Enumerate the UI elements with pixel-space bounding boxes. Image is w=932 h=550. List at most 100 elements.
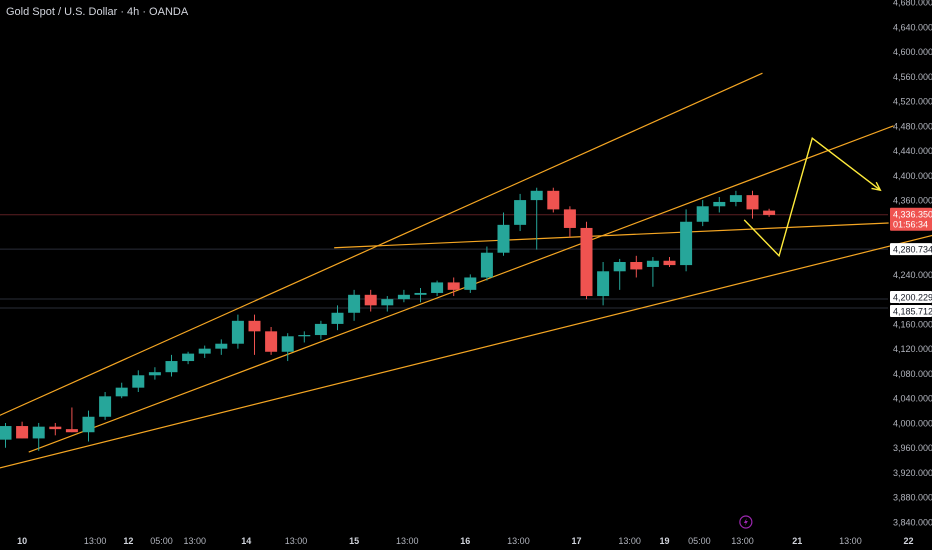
y-tick-label: 4,400.000 [893,171,932,181]
x-tick-label: 13:00 [839,536,862,546]
x-tick-label: 16 [460,536,470,546]
y-tick-label: 4,000.000 [893,418,932,428]
x-tick-label: 14 [241,536,251,546]
candle-19 [314,323,327,336]
candle-31 [514,200,527,225]
candle-41 [680,221,693,266]
candle-10 [165,361,178,373]
candle-9 [148,372,161,376]
candle-11 [182,353,195,362]
candle-39 [646,260,659,267]
x-tick-label: 10 [17,536,27,546]
candle-40 [663,260,676,266]
candle-38 [630,262,643,270]
candle-16 [265,331,278,352]
y-tick-label: 4,640.000 [893,22,932,32]
candle-26 [431,282,444,293]
candle-4 [65,429,78,433]
x-tick-label: 17 [572,536,582,546]
candle-18 [298,335,311,337]
y-tick-label: 4,600.000 [893,47,932,57]
level-badge-2 [890,291,932,304]
level-price-label: 4,200.229 [893,293,932,303]
y-tick-label: 4,240.000 [893,270,932,280]
x-tick-label: 22 [904,536,914,546]
candle-44 [729,195,742,202]
current-price-badge [890,207,932,231]
x-tick-label: 13:00 [84,536,107,546]
candle-34 [563,209,576,228]
candle-42 [696,206,709,222]
candle-33 [547,190,560,210]
y-tick-label: 4,080.000 [893,369,932,379]
candle-3 [49,426,62,430]
x-tick-label: 13:00 [731,536,754,546]
candle-25 [414,292,427,295]
x-tick-label: 13:00 [507,536,530,546]
x-tick-label: 13:00 [396,536,419,546]
y-tick-label: 3,880.000 [893,493,932,503]
projection-line[interactable] [743,137,881,258]
candle-43 [713,201,726,207]
y-tick-label: 4,160.000 [893,319,932,329]
candle-6 [99,396,112,417]
lightning-bolt [743,518,748,526]
candle-30 [497,224,510,253]
candle-1 [16,426,29,439]
candle-36 [597,271,610,297]
price-axis[interactable]: 3,840.000 3,880.000 3,920.000 3,960.000 4,00… [893,0,932,528]
candle-15 [248,320,261,332]
level-badge-1 [890,243,932,256]
candle-46 [763,210,776,215]
y-tick-label: 3,840.000 [893,518,932,528]
candle-27 [447,282,460,290]
lightning-icon-ring [739,515,753,529]
candles [0,187,776,451]
x-tick-label: 13:00 [183,536,206,546]
candle-37 [613,262,626,272]
candle-0 [0,426,12,440]
channel-lower[interactable] [28,125,894,453]
y-tick-label: 3,920.000 [893,468,932,478]
horizontal-line[interactable] [334,222,889,249]
price-levels [0,214,888,309]
x-tick-label: 13:00 [285,536,308,546]
countdown-label: 01:56:34 [893,220,928,230]
lightning-icon[interactable] [739,515,753,529]
candle-28 [464,277,477,290]
candle-2 [32,426,45,439]
candle-29 [480,252,493,278]
candle-24 [397,294,410,300]
y-tick-label: 4,520.000 [893,97,932,107]
projection-arrowhead [871,181,882,192]
candle-22 [364,294,377,306]
candle-13 [215,343,228,349]
y-tick-label: 4,120.000 [893,344,932,354]
y-tick-label: 4,560.000 [893,72,932,82]
chart-title: Gold Spot / U.S. Dollar · 4h · OANDA [6,6,189,18]
y-tick-label: 3,960.000 [893,443,932,453]
support-line[interactable] [0,227,932,469]
candle-20 [331,312,344,324]
candle-14 [231,320,244,344]
level-badge-3 [890,304,932,317]
x-tick-label: 12 [123,536,133,546]
y-tick-label: 4,480.000 [893,121,932,131]
x-tick-label: 05:00 [150,536,173,546]
candle-32 [530,190,543,201]
trendlines[interactable] [0,72,932,469]
candle-23 [381,299,394,306]
level-price-label: 4,185.712 [893,306,932,316]
x-tick-label: 19 [660,536,670,546]
candle-21 [348,294,361,313]
x-tick-label: 21 [792,536,802,546]
candle-12 [198,348,211,354]
x-tick-label: 13:00 [618,536,641,546]
time-axis[interactable]: 10 13:00 12 05:00 13:00 14 13:00 15 13:00 16 13:00… [17,536,932,546]
level-price-label: 4,280.734 [893,245,932,255]
candle-35 [580,227,593,297]
projection-path[interactable] [743,137,882,258]
candle-5 [82,416,95,433]
